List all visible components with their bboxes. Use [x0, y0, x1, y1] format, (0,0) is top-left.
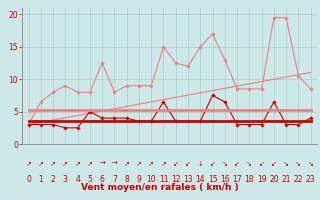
Text: ↗: ↗ — [161, 161, 166, 167]
Text: 3: 3 — [63, 176, 68, 184]
Text: ↙: ↙ — [234, 161, 240, 167]
Text: 18: 18 — [244, 176, 254, 184]
Text: Vent moyen/en rafales ( km/h ): Vent moyen/en rafales ( km/h ) — [81, 184, 239, 192]
Text: ↗: ↗ — [75, 161, 81, 167]
Text: ↙: ↙ — [259, 161, 265, 167]
Text: ↗: ↗ — [87, 161, 93, 167]
Text: →: → — [99, 161, 105, 167]
Text: ↗: ↗ — [136, 161, 142, 167]
Text: 19: 19 — [257, 176, 267, 184]
Text: 7: 7 — [112, 176, 117, 184]
Text: 14: 14 — [196, 176, 205, 184]
Text: 21: 21 — [281, 176, 291, 184]
Text: →: → — [111, 161, 117, 167]
Text: ↙: ↙ — [173, 161, 179, 167]
Text: ↗: ↗ — [38, 161, 44, 167]
Text: 12: 12 — [171, 176, 180, 184]
Text: ↘: ↘ — [246, 161, 252, 167]
Text: 23: 23 — [306, 176, 316, 184]
Text: 1: 1 — [38, 176, 43, 184]
Text: ↙: ↙ — [185, 161, 191, 167]
Text: ↗: ↗ — [26, 161, 31, 167]
Text: ↗: ↗ — [50, 161, 56, 167]
Text: 5: 5 — [87, 176, 92, 184]
Text: 6: 6 — [100, 176, 105, 184]
Text: ↘: ↘ — [222, 161, 228, 167]
Text: ↙: ↙ — [271, 161, 277, 167]
Text: 16: 16 — [220, 176, 230, 184]
Text: 15: 15 — [208, 176, 217, 184]
Text: ↗: ↗ — [148, 161, 154, 167]
Text: 13: 13 — [183, 176, 193, 184]
Text: ↘: ↘ — [308, 161, 314, 167]
Text: 10: 10 — [146, 176, 156, 184]
Text: 8: 8 — [124, 176, 129, 184]
Text: 9: 9 — [137, 176, 141, 184]
Text: ↗: ↗ — [124, 161, 130, 167]
Text: ↙: ↙ — [210, 161, 215, 167]
Text: ↓: ↓ — [197, 161, 203, 167]
Text: 4: 4 — [75, 176, 80, 184]
Text: ↘: ↘ — [283, 161, 289, 167]
Text: 11: 11 — [159, 176, 168, 184]
Text: 0: 0 — [26, 176, 31, 184]
Text: 20: 20 — [269, 176, 279, 184]
Text: 2: 2 — [51, 176, 55, 184]
Text: 22: 22 — [294, 176, 303, 184]
Text: ↘: ↘ — [295, 161, 301, 167]
Text: 17: 17 — [232, 176, 242, 184]
Text: ↗: ↗ — [62, 161, 68, 167]
